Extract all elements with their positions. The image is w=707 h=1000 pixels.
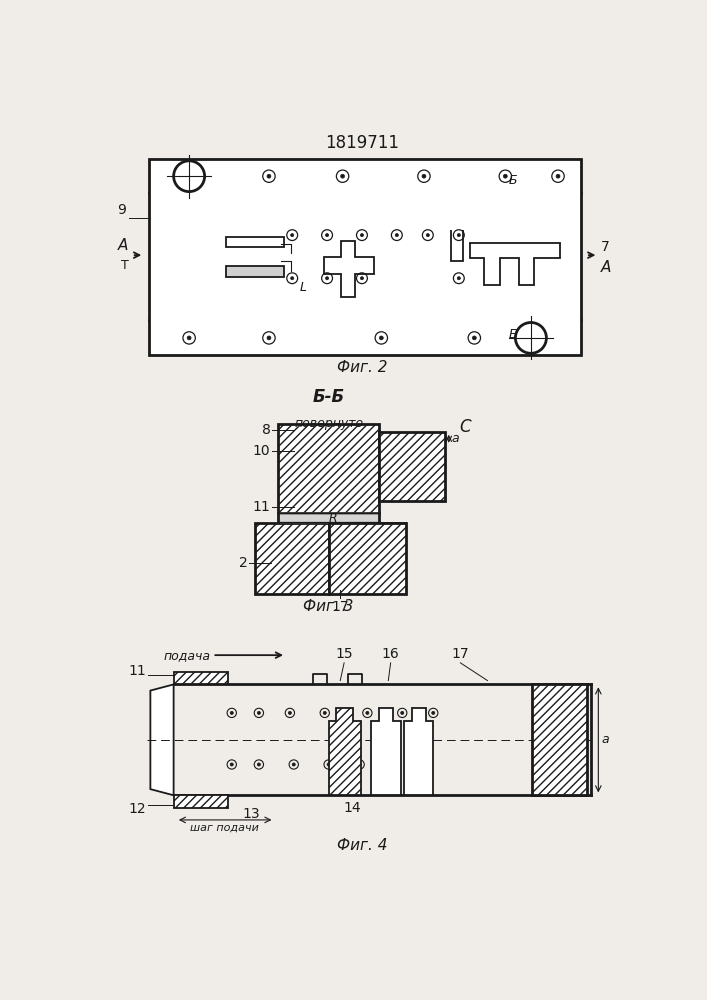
Text: 16: 16 (382, 647, 399, 661)
Circle shape (291, 277, 293, 280)
Text: подача: подача (164, 649, 211, 662)
Circle shape (288, 711, 291, 714)
Bar (379, 432, 445, 501)
Bar (279, 424, 379, 513)
Circle shape (457, 277, 460, 280)
Text: L: L (300, 281, 307, 294)
Circle shape (230, 711, 233, 714)
Polygon shape (371, 708, 401, 795)
Circle shape (230, 763, 233, 766)
Circle shape (503, 174, 507, 178)
Text: Фиг. 2: Фиг. 2 (337, 360, 387, 375)
Text: 15: 15 (335, 647, 353, 661)
Text: Фиг. 4: Фиг. 4 (337, 838, 387, 853)
Circle shape (361, 234, 363, 237)
Text: a: a (602, 733, 609, 746)
Text: 13: 13 (243, 807, 260, 821)
Bar (226, 237, 284, 247)
Circle shape (323, 711, 327, 714)
Circle shape (325, 277, 329, 280)
Circle shape (291, 234, 293, 237)
Circle shape (380, 336, 383, 340)
Bar (226, 266, 284, 277)
Circle shape (267, 336, 271, 340)
Text: 1819711: 1819711 (325, 134, 399, 152)
Text: Б: Б (508, 328, 517, 341)
Text: 12: 12 (129, 802, 146, 816)
Text: 17: 17 (452, 647, 469, 661)
Text: 11: 11 (129, 664, 146, 678)
Bar (149, 158, 581, 355)
Circle shape (292, 763, 296, 766)
Bar (532, 684, 587, 795)
Text: Б-Б: Б-Б (312, 388, 345, 406)
Circle shape (267, 174, 271, 178)
Circle shape (361, 277, 363, 280)
Circle shape (257, 763, 260, 766)
Text: повернуто: повернуто (294, 417, 363, 430)
Circle shape (257, 711, 260, 714)
Text: шаг подачи: шаг подачи (190, 822, 259, 832)
Bar (329, 523, 406, 594)
Text: 2: 2 (238, 556, 247, 570)
Circle shape (401, 711, 404, 714)
Text: 8: 8 (262, 423, 271, 437)
Circle shape (457, 234, 460, 237)
Circle shape (556, 174, 560, 178)
Text: 11: 11 (252, 500, 271, 514)
Circle shape (325, 234, 329, 237)
Bar (255, 523, 329, 594)
Circle shape (341, 174, 344, 178)
Circle shape (358, 763, 361, 766)
Circle shape (426, 234, 429, 237)
Circle shape (422, 174, 426, 178)
Circle shape (472, 336, 477, 340)
Circle shape (395, 234, 398, 237)
Polygon shape (329, 708, 361, 795)
Bar (174, 672, 228, 684)
Text: C: C (459, 418, 470, 436)
Circle shape (432, 711, 435, 714)
Circle shape (327, 763, 330, 766)
Text: 7: 7 (601, 240, 609, 254)
Text: 17: 17 (332, 600, 349, 614)
Polygon shape (151, 684, 174, 795)
Text: А: А (118, 238, 129, 253)
Circle shape (187, 336, 191, 340)
Text: 9: 9 (117, 203, 126, 217)
Circle shape (366, 711, 369, 714)
Text: 10: 10 (253, 444, 271, 458)
Text: Фиг. 3: Фиг. 3 (303, 599, 354, 614)
Text: R: R (328, 512, 337, 525)
Text: a: a (452, 432, 460, 445)
Polygon shape (404, 708, 433, 795)
Text: Т: Т (121, 259, 129, 272)
Text: 14: 14 (343, 801, 361, 815)
Bar (174, 795, 228, 808)
Text: Б: Б (508, 174, 517, 187)
Text: А: А (601, 260, 611, 275)
